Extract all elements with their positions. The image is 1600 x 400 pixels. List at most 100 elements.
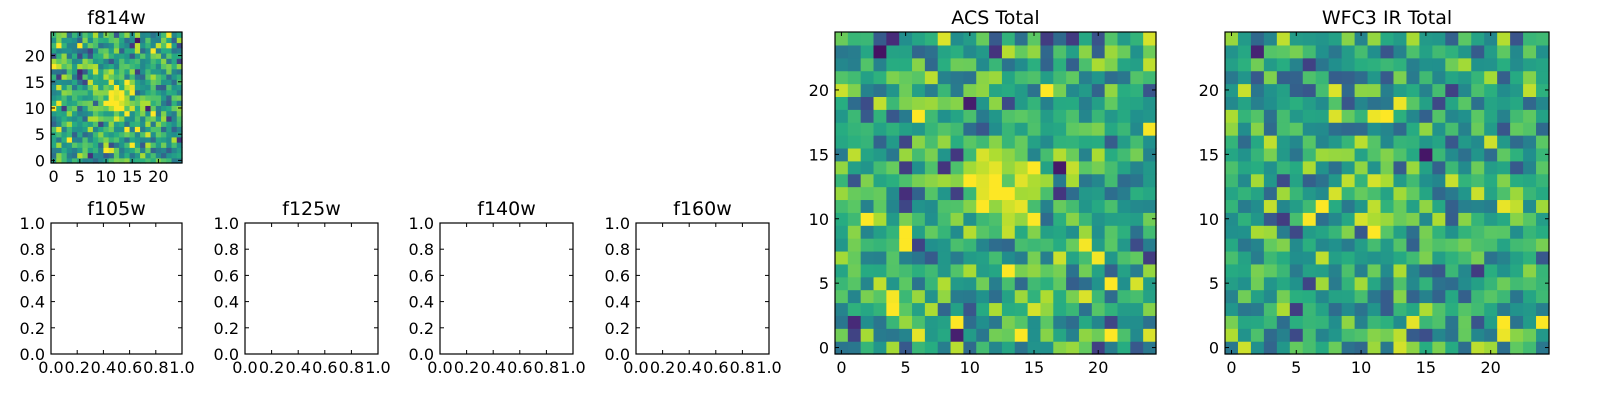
heatmap-cell — [1014, 83, 1029, 97]
heatmap-cell — [1066, 173, 1080, 188]
heatmap-cell — [1458, 276, 1472, 291]
heatmap-cell — [937, 57, 952, 72]
heatmap-cell — [1445, 186, 1459, 201]
y-tick-label: 0 — [35, 151, 45, 170]
heatmap-cell — [103, 152, 110, 159]
heatmap-cell — [899, 32, 913, 46]
heatmap-cell — [1354, 225, 1369, 239]
heatmap-cell — [1225, 263, 1239, 278]
heatmap-cell — [1263, 135, 1278, 149]
heatmap-cell — [140, 94, 146, 101]
heatmap-cell — [1510, 250, 1524, 265]
heatmap-cell — [87, 63, 94, 70]
heatmap-cell — [1393, 186, 1408, 201]
heatmap-cell — [1458, 147, 1472, 162]
heatmap-cell — [1380, 225, 1395, 239]
heatmap-cell — [108, 58, 115, 65]
heatmap-cell — [56, 79, 63, 85]
heatmap-cell — [161, 121, 167, 127]
heatmap-cell — [51, 136, 57, 143]
heatmap-cell — [71, 121, 78, 127]
y-tick-label: 1.0 — [605, 214, 630, 233]
heatmap-cell — [1078, 289, 1093, 304]
heatmap-cell — [1040, 83, 1054, 97]
heatmap-cell — [1263, 199, 1278, 213]
heatmap-cell — [1367, 32, 1382, 46]
heatmap-cell — [140, 131, 146, 138]
heatmap-cell — [1432, 341, 1446, 355]
heatmap-cell — [1066, 44, 1080, 59]
heatmap-cell — [87, 142, 94, 148]
heatmap-cell — [1367, 173, 1382, 188]
heatmap-cell — [912, 186, 926, 201]
heatmap-cell — [899, 57, 913, 72]
heatmap-cell — [1104, 70, 1119, 85]
heatmap-cell — [113, 110, 120, 117]
heatmap-cell — [950, 186, 964, 201]
heatmap-cell — [61, 121, 68, 127]
heatmap-cell — [1066, 122, 1080, 136]
heatmap-cell — [56, 37, 63, 44]
heatmap-cell — [1315, 276, 1330, 291]
heatmap-cell — [1078, 315, 1093, 329]
heatmap-cell — [989, 341, 1003, 355]
heatmap-cell — [924, 341, 939, 355]
heatmap-cell — [166, 142, 173, 148]
heatmap-cell — [98, 105, 104, 112]
heatmap-cell — [899, 328, 913, 342]
heatmap-cell — [87, 42, 94, 49]
x-tick-label: 1.0 — [365, 358, 390, 377]
heatmap-cell — [87, 131, 94, 138]
heatmap-cell — [950, 341, 964, 355]
heatmap-cell — [1367, 57, 1382, 72]
heatmap-cell — [1523, 44, 1537, 59]
y-tick-label: 0.6 — [20, 266, 45, 285]
heatmap-cell — [1341, 173, 1356, 188]
heatmap-cell — [129, 152, 136, 159]
heatmap-cell — [82, 126, 89, 133]
heatmap-cell — [1091, 70, 1106, 85]
heatmap-cell — [1276, 302, 1291, 316]
heatmap-cell — [1302, 109, 1317, 123]
heatmap-cell — [140, 89, 146, 96]
heatmap-cell — [1066, 32, 1080, 46]
heatmap-cell — [61, 105, 68, 112]
heatmap-cell — [1484, 70, 1498, 85]
y-tick-label: 0.4 — [605, 293, 630, 312]
heatmap-cell — [1130, 341, 1144, 355]
heatmap-cell — [166, 58, 173, 65]
heatmap-cell — [1237, 315, 1252, 329]
heatmap-cell — [150, 84, 157, 91]
heatmap-cell — [1091, 328, 1106, 342]
heatmap-cell — [1143, 32, 1157, 46]
heatmap-cell — [166, 157, 173, 164]
heatmap-cell — [61, 89, 68, 96]
heatmap-cell — [1406, 173, 1420, 188]
heatmap-cell — [860, 315, 875, 329]
heatmap-cell — [134, 52, 141, 59]
heatmap-cell — [1497, 289, 1511, 304]
heatmap-cell — [1066, 109, 1080, 123]
heatmap-cell — [886, 250, 900, 265]
heatmap-cell — [1143, 199, 1157, 213]
heatmap-cell — [1445, 44, 1459, 59]
heatmap-cell — [1276, 212, 1291, 226]
heatmap-cell — [1040, 302, 1054, 316]
heatmap-cell — [1328, 315, 1343, 329]
heatmap-cell — [1471, 263, 1485, 278]
heatmap-cell — [1117, 328, 1131, 342]
heatmap-cell — [1484, 32, 1498, 46]
heatmap-cell — [1484, 250, 1498, 265]
heatmap-cell — [950, 32, 964, 46]
heatmap-cell — [119, 37, 125, 44]
heatmap-cell — [847, 186, 862, 201]
heatmap-cell — [899, 135, 913, 149]
axes-frame — [439, 222, 574, 355]
heatmap-cell — [1289, 328, 1304, 342]
heatmap-cell — [51, 115, 57, 122]
heatmap-cell — [1315, 32, 1330, 46]
heatmap-cell — [912, 135, 926, 149]
heatmap-cell — [87, 37, 94, 44]
y-tick-label: 0.4 — [409, 293, 434, 312]
heatmap-cell — [92, 100, 99, 106]
